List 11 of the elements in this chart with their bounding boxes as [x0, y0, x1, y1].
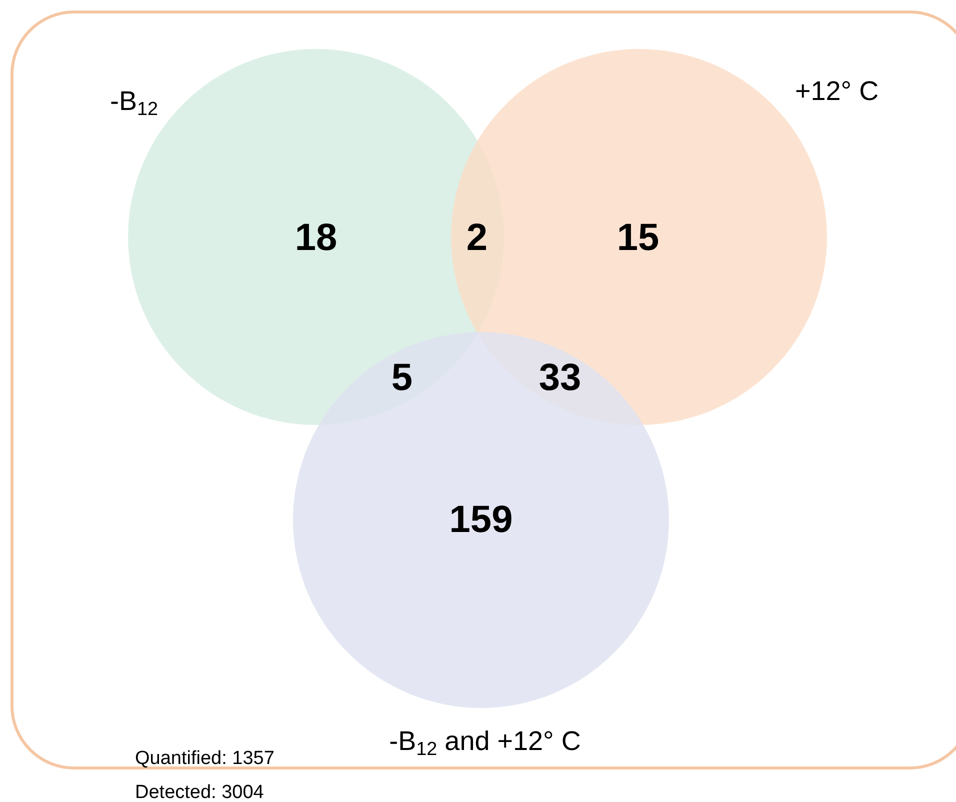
data-label: 5	[391, 357, 413, 400]
text: Quantified: 1357	[135, 748, 274, 769]
text: +12° C	[795, 76, 879, 106]
text: Detected: 3004	[135, 782, 264, 802]
text: -B$_{12}$	[110, 86, 158, 120]
data-label: 15	[616, 217, 660, 260]
data-label: 33	[538, 357, 582, 400]
text: -B$_{12}$ and +12° C	[389, 726, 581, 760]
data-label: 18	[294, 217, 338, 260]
data-label: 2	[466, 217, 488, 260]
data-label: 159	[449, 499, 513, 542]
